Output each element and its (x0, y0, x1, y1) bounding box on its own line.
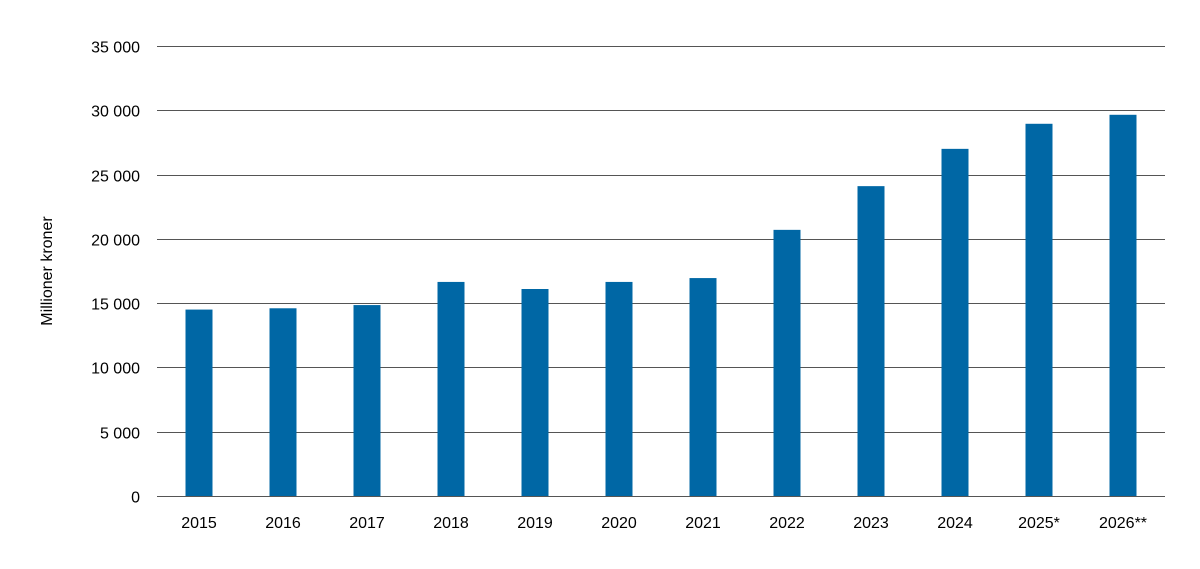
bar (941, 148, 969, 496)
x-axis-tick-labels: 2015 2016 2017 2018 2019 2020 2021 2022 2023 2024… (181, 515, 1147, 532)
y-tick-label: 20 000 (91, 233, 140, 250)
y-tick-label: 25 000 (91, 169, 140, 186)
y-tick-label: 15 000 (91, 297, 140, 314)
y-tick-label: 5 000 (100, 426, 140, 443)
bar (521, 289, 549, 496)
x-tick-label: 2024 (937, 515, 973, 532)
y-tick-label: 0 (131, 490, 140, 507)
bar (605, 281, 633, 496)
x-tick-label: 2017 (349, 515, 385, 532)
x-tick-label: 2022 (769, 515, 805, 532)
bar (269, 308, 297, 496)
x-tick-label: 2019 (517, 515, 553, 532)
x-tick-label: 2016 (265, 515, 301, 532)
gridlines (157, 46, 1165, 497)
bar (185, 309, 213, 496)
y-axis-tick-labels: 0 5 000 10 000 15 000 20 000 25 000 30 000 35 0… (91, 40, 140, 507)
x-tick-label: 2015 (181, 515, 217, 532)
bar (353, 305, 381, 496)
x-tick-label: 2026** (1099, 515, 1147, 532)
bar (857, 186, 885, 496)
y-tick-label: 10 000 (91, 361, 140, 378)
bar (1025, 123, 1053, 497)
y-tick-label: 30 000 (91, 104, 140, 121)
bars (185, 114, 1137, 497)
x-tick-label: 2025* (1018, 515, 1060, 532)
y-axis-title: Millioner kroner (39, 216, 56, 326)
bar (689, 278, 717, 496)
x-tick-label: 2021 (685, 515, 721, 532)
x-tick-label: 2023 (853, 515, 889, 532)
bar (1109, 114, 1137, 497)
bar (773, 229, 801, 496)
bar (437, 281, 465, 496)
x-tick-label: 2018 (433, 515, 469, 532)
x-tick-label: 2020 (601, 515, 637, 532)
y-tick-label: 35 000 (91, 40, 140, 57)
